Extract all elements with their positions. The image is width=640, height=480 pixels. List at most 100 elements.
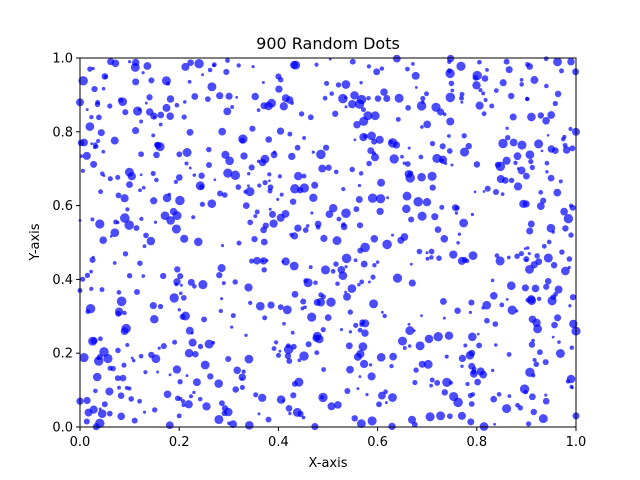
scatter-point: [260, 226, 267, 234]
scatter-point: [290, 330, 295, 335]
scatter-point: [542, 359, 549, 366]
scatter-point: [233, 366, 241, 375]
scatter-point: [522, 200, 530, 208]
scatter-point: [325, 210, 334, 219]
scatter-point: [131, 58, 140, 67]
scatter-point: [375, 135, 384, 144]
scatter-point: [513, 152, 522, 161]
scatter-point: [472, 70, 482, 81]
scatter-point: [201, 316, 208, 323]
scatter-point: [384, 401, 388, 405]
scatter-point: [353, 138, 357, 142]
scatter-point: [257, 412, 261, 416]
scatter-point: [492, 188, 500, 196]
scatter-point: [335, 82, 342, 88]
scatter-point: [301, 415, 306, 420]
scatter-point: [536, 349, 543, 356]
scatter-point: [188, 166, 192, 170]
scatter-point: [370, 235, 379, 243]
scatter-point: [491, 368, 495, 373]
scatter-point: [157, 111, 165, 119]
scatter-point: [429, 255, 434, 260]
scatter-point: [195, 181, 205, 191]
scatter-point: [386, 196, 390, 200]
scatter-point: [450, 88, 455, 93]
scatter-point: [245, 187, 255, 197]
scatter-point: [525, 96, 530, 102]
scatter-point: [172, 365, 182, 374]
scatter-point: [505, 297, 509, 301]
scatter-point: [537, 112, 545, 119]
scatter-point: [320, 395, 325, 400]
scatter-point: [423, 359, 433, 369]
scatter-point: [366, 95, 371, 101]
scatter-point: [221, 281, 226, 286]
scatter-point: [153, 151, 160, 159]
scatter-point: [484, 185, 491, 192]
scatter-point: [534, 253, 540, 259]
scatter-point: [244, 420, 254, 430]
scatter-point: [439, 143, 446, 150]
scatter-point: [431, 213, 439, 221]
scatter-point: [92, 372, 102, 382]
x-tick-label: 0.8: [466, 435, 487, 450]
scatter-point: [437, 108, 445, 116]
scatter-point: [124, 220, 134, 230]
scatter-point: [412, 329, 416, 332]
scatter-point: [137, 398, 142, 404]
scatter-point: [427, 171, 437, 181]
scatter-point: [400, 233, 409, 241]
scatter-point: [289, 198, 297, 205]
scatter-point: [566, 256, 573, 262]
scatter-point: [535, 258, 543, 266]
scatter-point: [507, 281, 516, 291]
scatter-point: [391, 233, 394, 237]
scatter-point: [478, 88, 483, 93]
scatter-point: [105, 387, 114, 396]
scatter-point: [246, 171, 251, 176]
scatter-point: [174, 266, 181, 273]
scatter-point: [206, 146, 212, 153]
scatter-point: [281, 209, 290, 218]
scatter-point: [132, 78, 140, 86]
scatter-point: [281, 94, 290, 103]
scatter-point: [562, 146, 571, 154]
scatter-point: [241, 369, 246, 374]
scatter-point: [117, 385, 121, 390]
scatter-point: [529, 393, 536, 401]
scatter-point: [144, 101, 148, 105]
scatter-point: [82, 151, 91, 160]
scatter-point: [368, 363, 373, 367]
scatter-point: [456, 61, 466, 71]
scatter-point: [299, 183, 309, 193]
scatter-point: [561, 266, 570, 276]
scatter-point: [148, 351, 155, 359]
scatter-point: [493, 422, 497, 426]
scatter-point: [458, 354, 467, 363]
scatter-point: [527, 252, 531, 256]
scatter-point: [99, 236, 108, 245]
scatter-point: [569, 145, 576, 152]
scatter-point: [91, 66, 95, 71]
scatter-point: [197, 343, 204, 350]
scatter-point: [365, 392, 369, 397]
scatter-point: [267, 172, 272, 177]
y-tick-label: 1.0: [52, 52, 73, 67]
scatter-point: [186, 128, 194, 136]
scatter-point: [116, 296, 127, 307]
scatter-point: [117, 97, 124, 103]
scatter-point: [160, 272, 167, 280]
scatter-point: [356, 387, 360, 391]
scatter-point: [369, 299, 379, 309]
scatter-point: [481, 306, 485, 310]
scatter-point: [224, 407, 233, 417]
scatter-point: [180, 294, 187, 301]
scatter-point: [314, 62, 319, 67]
scatter-point: [333, 169, 339, 175]
scatter-point: [218, 308, 223, 314]
scatter-point: [481, 91, 486, 96]
scatter-point: [392, 54, 401, 63]
y-tick-label: 0.2: [52, 347, 73, 362]
scatter-point: [412, 379, 418, 386]
scatter-point: [465, 351, 475, 360]
